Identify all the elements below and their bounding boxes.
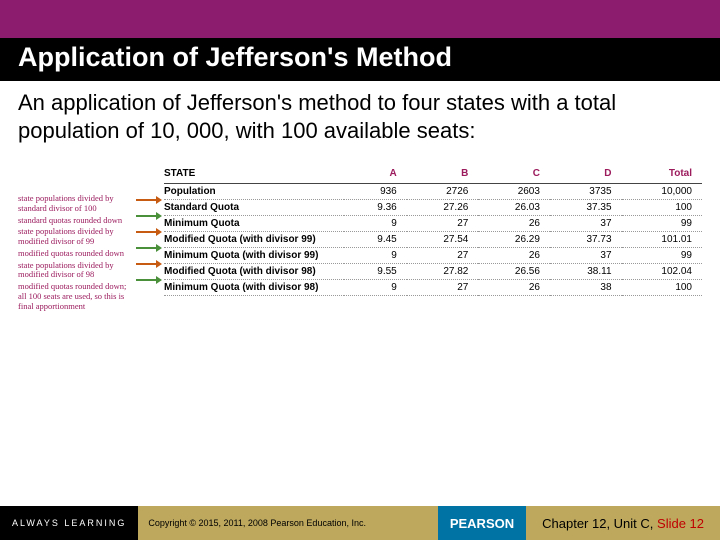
col-header: C	[478, 166, 550, 184]
row-label: Population	[164, 184, 344, 200]
arrow-icon	[136, 244, 162, 252]
table-cell: 38.11	[550, 264, 622, 280]
row-label: Standard Quota	[164, 200, 344, 216]
table-row: Population93627262603373510,000	[164, 184, 702, 200]
table-cell: 26	[478, 216, 550, 232]
header-band	[0, 0, 720, 38]
table-cell: 37.73	[550, 232, 622, 248]
annotation-item: standard quotas rounded down	[18, 216, 136, 226]
table-cell: 26.03	[478, 200, 550, 216]
annotation-item: state populations divided by standard di…	[18, 194, 136, 214]
table-cell: 27.26	[407, 200, 479, 216]
row-label: Modified Quota (with divisor 98)	[164, 264, 344, 280]
arrow-icon	[136, 196, 162, 204]
table-cell: 27	[407, 216, 479, 232]
slide-number: Slide 12	[653, 516, 704, 531]
annotation-item: modified quotas rounded down	[18, 249, 136, 259]
table-cell: 936	[344, 184, 407, 200]
table-cell: 9.45	[344, 232, 407, 248]
col-header: B	[407, 166, 479, 184]
table-cell: 26.29	[478, 232, 550, 248]
table-cell: 2726	[407, 184, 479, 200]
pearson-logo: PEARSON	[438, 506, 526, 540]
copyright-text: Copyright © 2015, 2011, 2008 Pearson Edu…	[138, 518, 437, 528]
table-cell: 27.82	[407, 264, 479, 280]
table-cell: 100	[622, 280, 702, 296]
col-header: D	[550, 166, 622, 184]
annotation-item: state populations divided by modified di…	[18, 261, 136, 281]
table-cell: 27.54	[407, 232, 479, 248]
page-title: Application of Jefferson's Method	[18, 42, 702, 73]
row-label: Minimum Quota (with divisor 99)	[164, 248, 344, 264]
col-header: STATE	[164, 166, 344, 184]
table-cell: 102.04	[622, 264, 702, 280]
table-cell: 37	[550, 248, 622, 264]
table-cell: 9	[344, 216, 407, 232]
table-row: Standard Quota9.3627.2626.0337.35100	[164, 200, 702, 216]
intro-text: An application of Jefferson's method to …	[0, 81, 720, 148]
row-label: Minimum Quota	[164, 216, 344, 232]
table-cell: 38	[550, 280, 622, 296]
chapter-label: Chapter 12, Unit C,	[542, 516, 653, 531]
table-cell: 100	[622, 200, 702, 216]
table-cell: 9	[344, 248, 407, 264]
table-cell: 9.55	[344, 264, 407, 280]
table-region: state populations divided by standard di…	[18, 166, 702, 313]
table-cell: 37.35	[550, 200, 622, 216]
title-band: Application of Jefferson's Method	[0, 38, 720, 81]
table-cell: 37	[550, 216, 622, 232]
arrow-icon	[136, 276, 162, 284]
table-cell: 27	[407, 280, 479, 296]
annotation-item: state populations divided by modified di…	[18, 227, 136, 247]
footer-bar: ALWAYS LEARNING Copyright © 2015, 2011, …	[0, 506, 720, 540]
row-label: Minimum Quota (with divisor 98)	[164, 280, 344, 296]
table-cell: 26	[478, 280, 550, 296]
annotation-column: state populations divided by standard di…	[18, 166, 136, 313]
table-cell: 101.01	[622, 232, 702, 248]
table-cell: 10,000	[622, 184, 702, 200]
table-cell: 99	[622, 248, 702, 264]
table-header-row: STATE A B C D Total	[164, 166, 702, 184]
col-header: A	[344, 166, 407, 184]
table-row: Minimum Quota (with divisor 99)927263799	[164, 248, 702, 264]
table-cell: 3735	[550, 184, 622, 200]
table-cell: 26	[478, 248, 550, 264]
slide-reference: Chapter 12, Unit C, Slide 12	[526, 516, 720, 531]
table-cell: 9.36	[344, 200, 407, 216]
table-cell: 9	[344, 280, 407, 296]
table-row: Modified Quota (with divisor 98)9.5527.8…	[164, 264, 702, 280]
table-row: Minimum Quota (with divisor 98)927263810…	[164, 280, 702, 296]
table-row: Minimum Quota927263799	[164, 216, 702, 232]
table-cell: 26.56	[478, 264, 550, 280]
table-cell: 27	[407, 248, 479, 264]
table-cell: 2603	[478, 184, 550, 200]
col-header: Total	[622, 166, 702, 184]
annotation-item: modified quotas rounded down; all 100 se…	[18, 282, 136, 311]
data-table: STATE A B C D Total Population9362726260…	[164, 166, 702, 296]
arrow-icon	[136, 260, 162, 268]
arrow-icon	[136, 228, 162, 236]
row-label: Modified Quota (with divisor 99)	[164, 232, 344, 248]
arrow-icon	[136, 212, 162, 220]
data-table-wrap: STATE A B C D Total Population9362726260…	[164, 166, 702, 296]
table-row: Modified Quota (with divisor 99)9.4527.5…	[164, 232, 702, 248]
always-learning-badge: ALWAYS LEARNING	[0, 506, 138, 540]
table-cell: 99	[622, 216, 702, 232]
